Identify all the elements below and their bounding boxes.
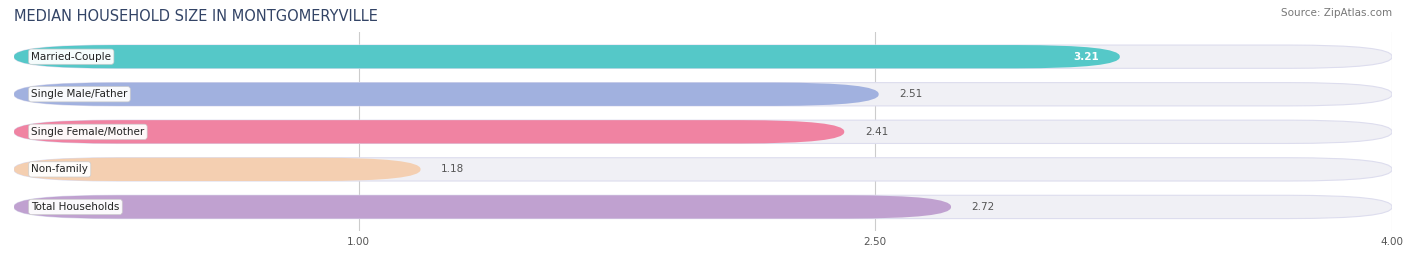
FancyBboxPatch shape (14, 195, 1392, 219)
Text: 2.51: 2.51 (900, 89, 922, 99)
Text: 2.41: 2.41 (865, 127, 889, 137)
Text: 3.21: 3.21 (1073, 52, 1099, 62)
Text: Total Households: Total Households (31, 202, 120, 212)
FancyBboxPatch shape (14, 45, 1392, 68)
FancyBboxPatch shape (14, 83, 879, 106)
Text: 2.72: 2.72 (972, 202, 995, 212)
Text: Single Female/Mother: Single Female/Mother (31, 127, 145, 137)
FancyBboxPatch shape (14, 120, 844, 143)
FancyBboxPatch shape (14, 83, 1392, 106)
Text: MEDIAN HOUSEHOLD SIZE IN MONTGOMERYVILLE: MEDIAN HOUSEHOLD SIZE IN MONTGOMERYVILLE (14, 9, 378, 24)
Text: Non-family: Non-family (31, 164, 89, 174)
Text: 1.18: 1.18 (441, 164, 464, 174)
FancyBboxPatch shape (14, 45, 1119, 68)
Text: Married-Couple: Married-Couple (31, 52, 111, 62)
FancyBboxPatch shape (14, 120, 1392, 143)
Text: Single Male/Father: Single Male/Father (31, 89, 128, 99)
FancyBboxPatch shape (14, 158, 420, 181)
Text: Source: ZipAtlas.com: Source: ZipAtlas.com (1281, 8, 1392, 18)
FancyBboxPatch shape (14, 158, 1392, 181)
FancyBboxPatch shape (14, 195, 950, 219)
